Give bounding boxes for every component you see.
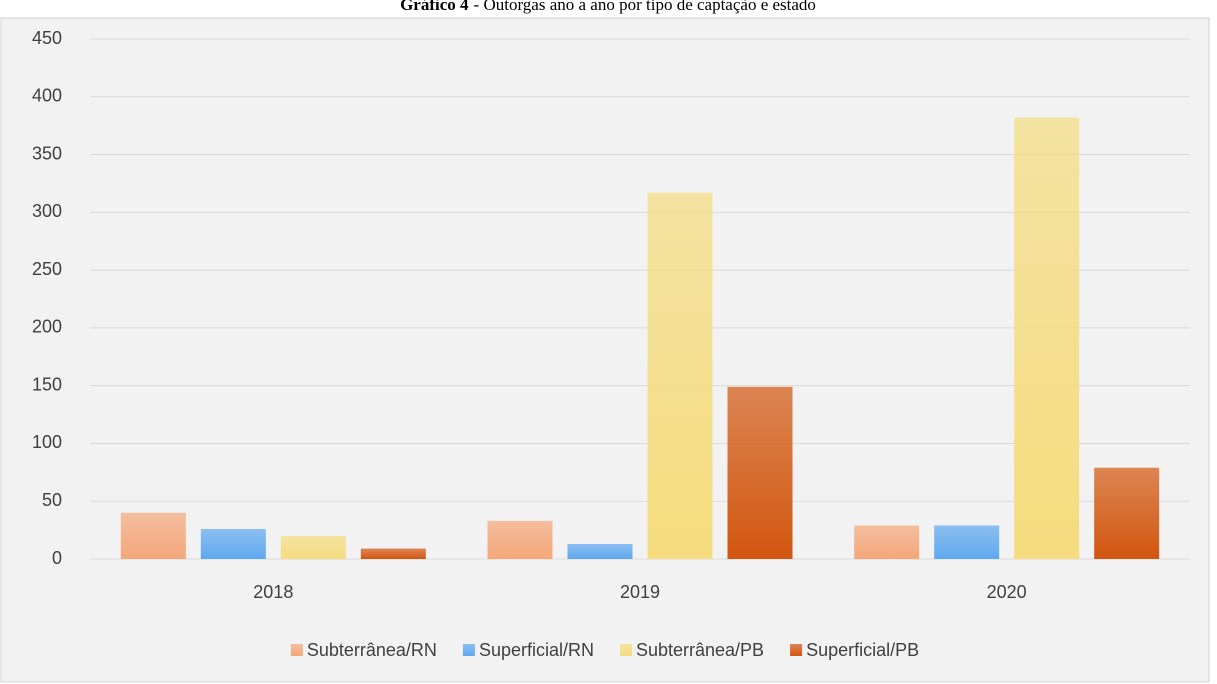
chart-area <box>0 17 1210 683</box>
y-tick-label: 300 <box>32 201 62 221</box>
legend-label: Superficial/RN <box>479 640 594 660</box>
y-tick-label: 150 <box>32 374 62 394</box>
chart-title: Gráfico 4 - Outorgas ano a ano por tipo d… <box>400 0 816 14</box>
title-number: Gráfico 4 <box>400 0 469 14</box>
bar <box>360 548 426 559</box>
bar <box>727 386 793 559</box>
x-tick-label: 2019 <box>620 582 660 602</box>
y-tick-label: 100 <box>32 432 62 452</box>
legend: Subterrânea/RN Superficial/RN Subterrânea/… <box>290 640 919 660</box>
bar <box>487 520 553 559</box>
y-tick-label: 400 <box>32 86 62 106</box>
legend-label: Subterrânea/PB <box>636 640 764 660</box>
y-tick-label: 0 <box>52 548 62 568</box>
title-text: - Outorgas ano a ano por tipo de captaçã… <box>474 0 816 14</box>
x-tick-label: 2020 <box>987 582 1027 602</box>
y-tick-label: 350 <box>32 143 62 163</box>
bar <box>1094 467 1160 559</box>
legend-swatch <box>790 644 803 656</box>
legend-label: Subterrânea/RN <box>307 640 437 660</box>
legend-swatch <box>462 644 475 656</box>
legend-swatch <box>290 644 303 656</box>
bar <box>120 512 186 559</box>
y-tick-label: 450 <box>32 28 62 48</box>
bar <box>934 525 1000 559</box>
bar <box>854 525 920 559</box>
bar <box>647 192 713 559</box>
y-tick-label: 50 <box>42 490 62 510</box>
legend-swatch <box>619 644 632 656</box>
y-tick-label: 200 <box>32 317 62 337</box>
bar <box>567 543 633 559</box>
bar <box>200 528 266 559</box>
bar <box>1014 117 1080 560</box>
bar <box>280 535 346 559</box>
y-tick-label: 250 <box>32 259 62 279</box>
x-tick-label: 2018 <box>253 582 293 602</box>
legend-label: Superficial/PB <box>806 640 919 660</box>
